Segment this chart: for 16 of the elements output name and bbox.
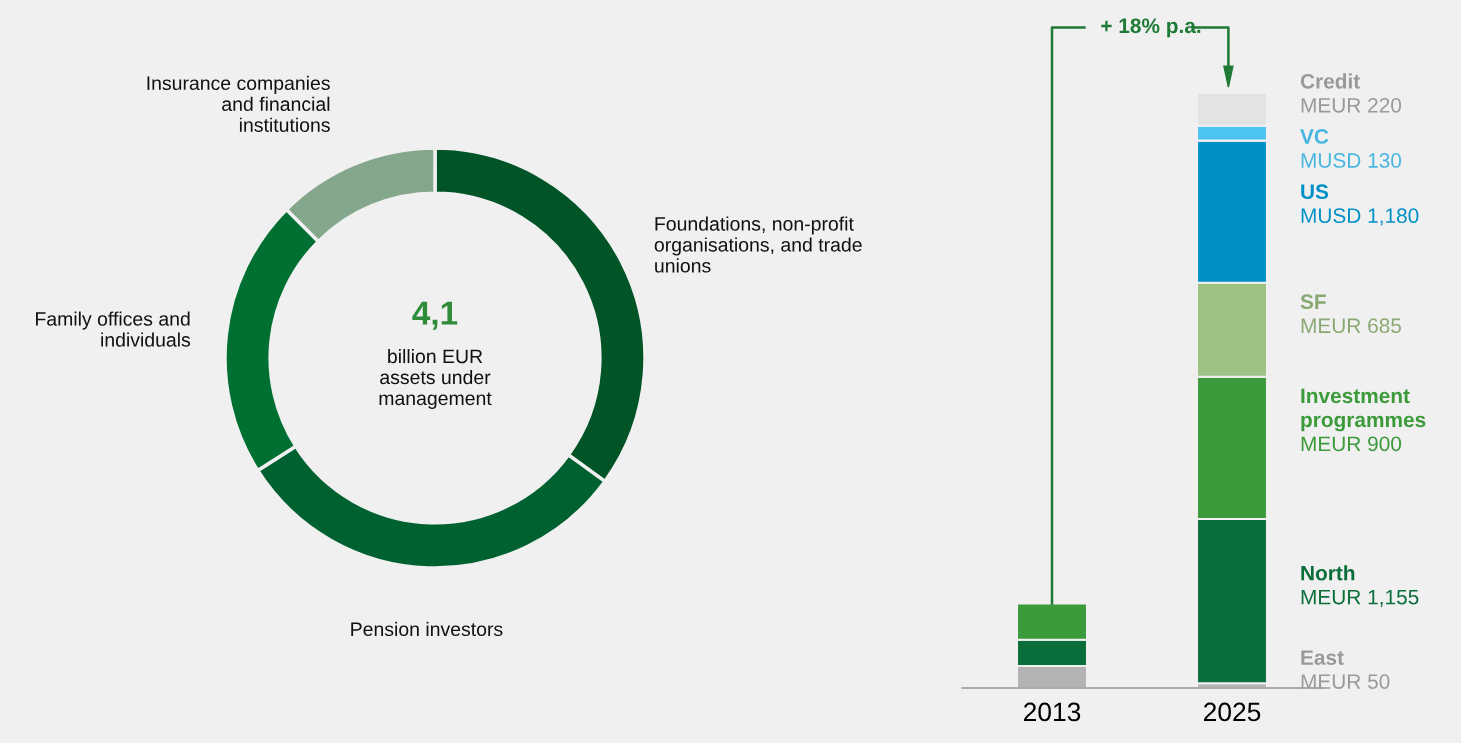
slice-label: Pension investors bbox=[351, 621, 503, 637]
series-label: VC MUSD 130 bbox=[1300, 129, 1402, 168]
series-label: US MUSD 1,180 bbox=[1301, 184, 1419, 226]
text: billion EUR assets under management bbox=[379, 348, 492, 410]
series-label: Investment programmes MEUR 900 bbox=[1301, 388, 1426, 452]
series-label: North MEUR 1,155 bbox=[1301, 565, 1419, 607]
series-label: East MEUR 50 bbox=[1301, 650, 1390, 689]
slice-label: Foundations, non-profit organisations, and trade unions bbox=[654, 216, 862, 273]
text: 4,1 bbox=[412, 301, 458, 330]
series-label: SF MEUR 685 bbox=[1300, 294, 1402, 334]
slice-label: Insurance companies and financial institutions bbox=[147, 75, 330, 132]
text: + 18% p.a. bbox=[1101, 18, 1201, 38]
slice-label: Family offices and individuals bbox=[36, 311, 191, 347]
x-tick-label: 2025 bbox=[1203, 702, 1261, 722]
x-tick-label: 2013 bbox=[1023, 702, 1081, 722]
series-label: Credit MEUR 220 bbox=[1300, 73, 1402, 113]
